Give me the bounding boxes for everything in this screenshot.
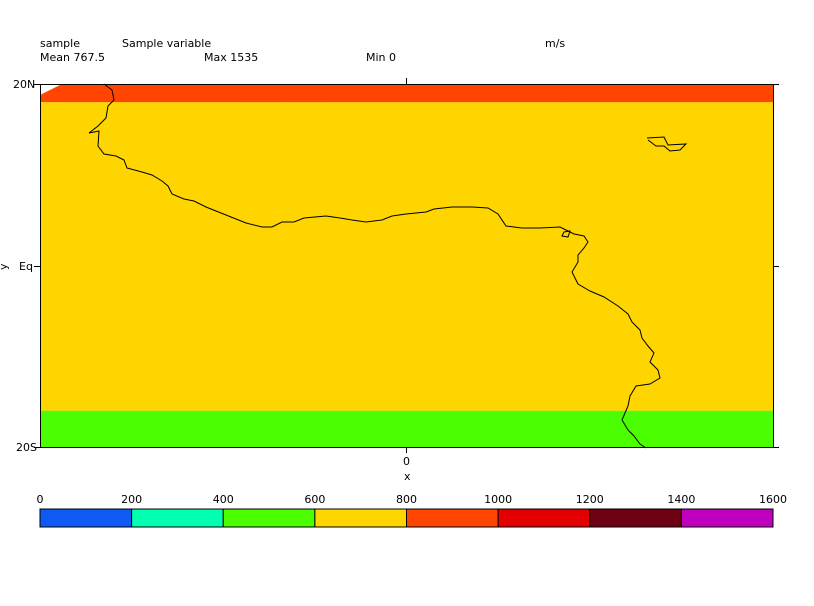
coastline [88, 83, 688, 449]
x-tick-label-0: 0 [403, 455, 410, 468]
field-band-400-600 [40, 410, 773, 447]
field-band-600-800 [40, 102, 773, 411]
y-tick-label-20s: 20S [16, 441, 37, 454]
colorbar-label-1600: 1600 [759, 493, 787, 506]
field-band-edge [40, 94, 773, 103]
coastline-africa [88, 83, 661, 449]
mean-value: Mean 767.5 [40, 51, 105, 64]
colorbar-label-0: 0 [37, 493, 44, 506]
colorbar-label-600: 600 [304, 493, 325, 506]
colorbar-swatch-400-600 [222, 508, 316, 528]
colorbar-label-200: 200 [121, 493, 142, 506]
variable-long-name: Sample variable [122, 37, 212, 50]
y-axis-label: y [0, 263, 10, 270]
colorbar-swatch-1200-1400 [589, 508, 682, 528]
min-value: Min 0 [366, 51, 397, 64]
colorbar-swatch-1400-1600 [680, 508, 774, 528]
colorbar-label-800: 800 [396, 493, 417, 506]
coastline-island-bioko [561, 230, 571, 238]
colorbar-swatch-200-400 [131, 508, 224, 528]
colorbar-swatch-600-800 [314, 508, 407, 528]
colorbar-swatch-800-1000 [406, 508, 499, 528]
colorbar-label-400: 400 [213, 493, 234, 506]
missing-data-corner [40, 84, 62, 95]
x-axis-label: x [404, 470, 411, 483]
colorbar-swatch-1000-1200 [497, 508, 591, 528]
colorbar-label-1000: 1000 [484, 493, 512, 506]
y-tick-label-20n: 20N [13, 78, 35, 91]
variable-name: sample [40, 37, 80, 50]
max-value: Max 1535 [204, 51, 259, 64]
tick-marks [34, 78, 779, 453]
colorbar-label-1400: 1400 [667, 493, 695, 506]
colorbar: 0 200 400 600 800 1000 1200 1400 1600 [37, 493, 787, 528]
colorbar-label-1200: 1200 [576, 493, 604, 506]
y-tick-label-eq: Eq [19, 260, 33, 273]
field-bands [40, 84, 773, 447]
colorbar-swatch-0-200 [39, 508, 133, 528]
variable-units: m/s [545, 37, 566, 50]
coastline-red-sea [646, 136, 688, 152]
